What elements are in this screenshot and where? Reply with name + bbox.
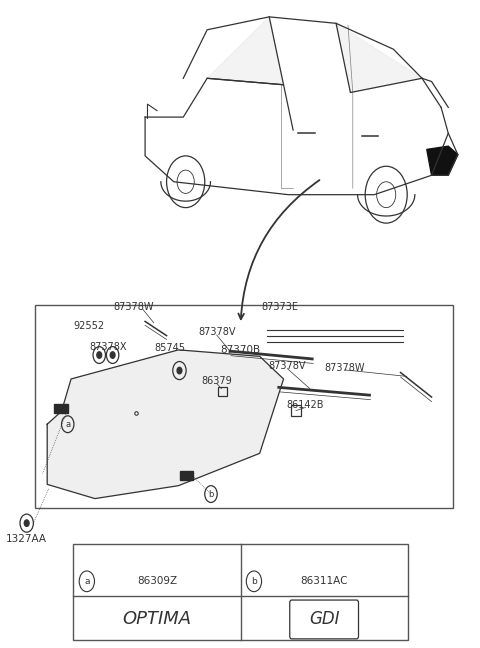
Text: 87373E: 87373E (261, 301, 298, 312)
Circle shape (177, 367, 182, 374)
Text: b: b (208, 489, 214, 498)
Circle shape (110, 352, 115, 358)
Bar (217, 388, 227, 397)
Circle shape (97, 352, 102, 358)
Text: a: a (65, 420, 70, 429)
Polygon shape (207, 17, 284, 85)
Bar (180, 472, 193, 480)
Bar (35, 305, 453, 508)
Text: 87370B: 87370B (220, 345, 261, 355)
Text: GDI: GDI (309, 610, 339, 629)
Text: 1327AA: 1327AA (6, 534, 47, 544)
Bar (54, 404, 68, 413)
Bar (291, 406, 301, 416)
Text: 87378V: 87378V (269, 361, 306, 371)
Text: 86311AC: 86311AC (300, 576, 348, 586)
Circle shape (24, 520, 29, 526)
Text: OPTIMA: OPTIMA (122, 610, 192, 629)
Text: b: b (251, 577, 257, 586)
Text: 85745: 85745 (155, 343, 185, 353)
Text: 86309Z: 86309Z (137, 576, 177, 586)
Polygon shape (336, 23, 422, 93)
Text: 92552: 92552 (73, 321, 104, 331)
Text: 87378W: 87378W (113, 301, 154, 312)
Polygon shape (47, 350, 284, 498)
Text: 86379: 86379 (201, 376, 232, 386)
FancyBboxPatch shape (290, 600, 359, 639)
Bar (73, 544, 408, 640)
Text: 87378X: 87378X (89, 341, 127, 352)
Text: 87378V: 87378V (198, 327, 236, 338)
Polygon shape (427, 146, 458, 175)
Text: 86142B: 86142B (287, 400, 324, 410)
Text: 87378W: 87378W (324, 363, 365, 373)
Text: a: a (84, 577, 90, 586)
